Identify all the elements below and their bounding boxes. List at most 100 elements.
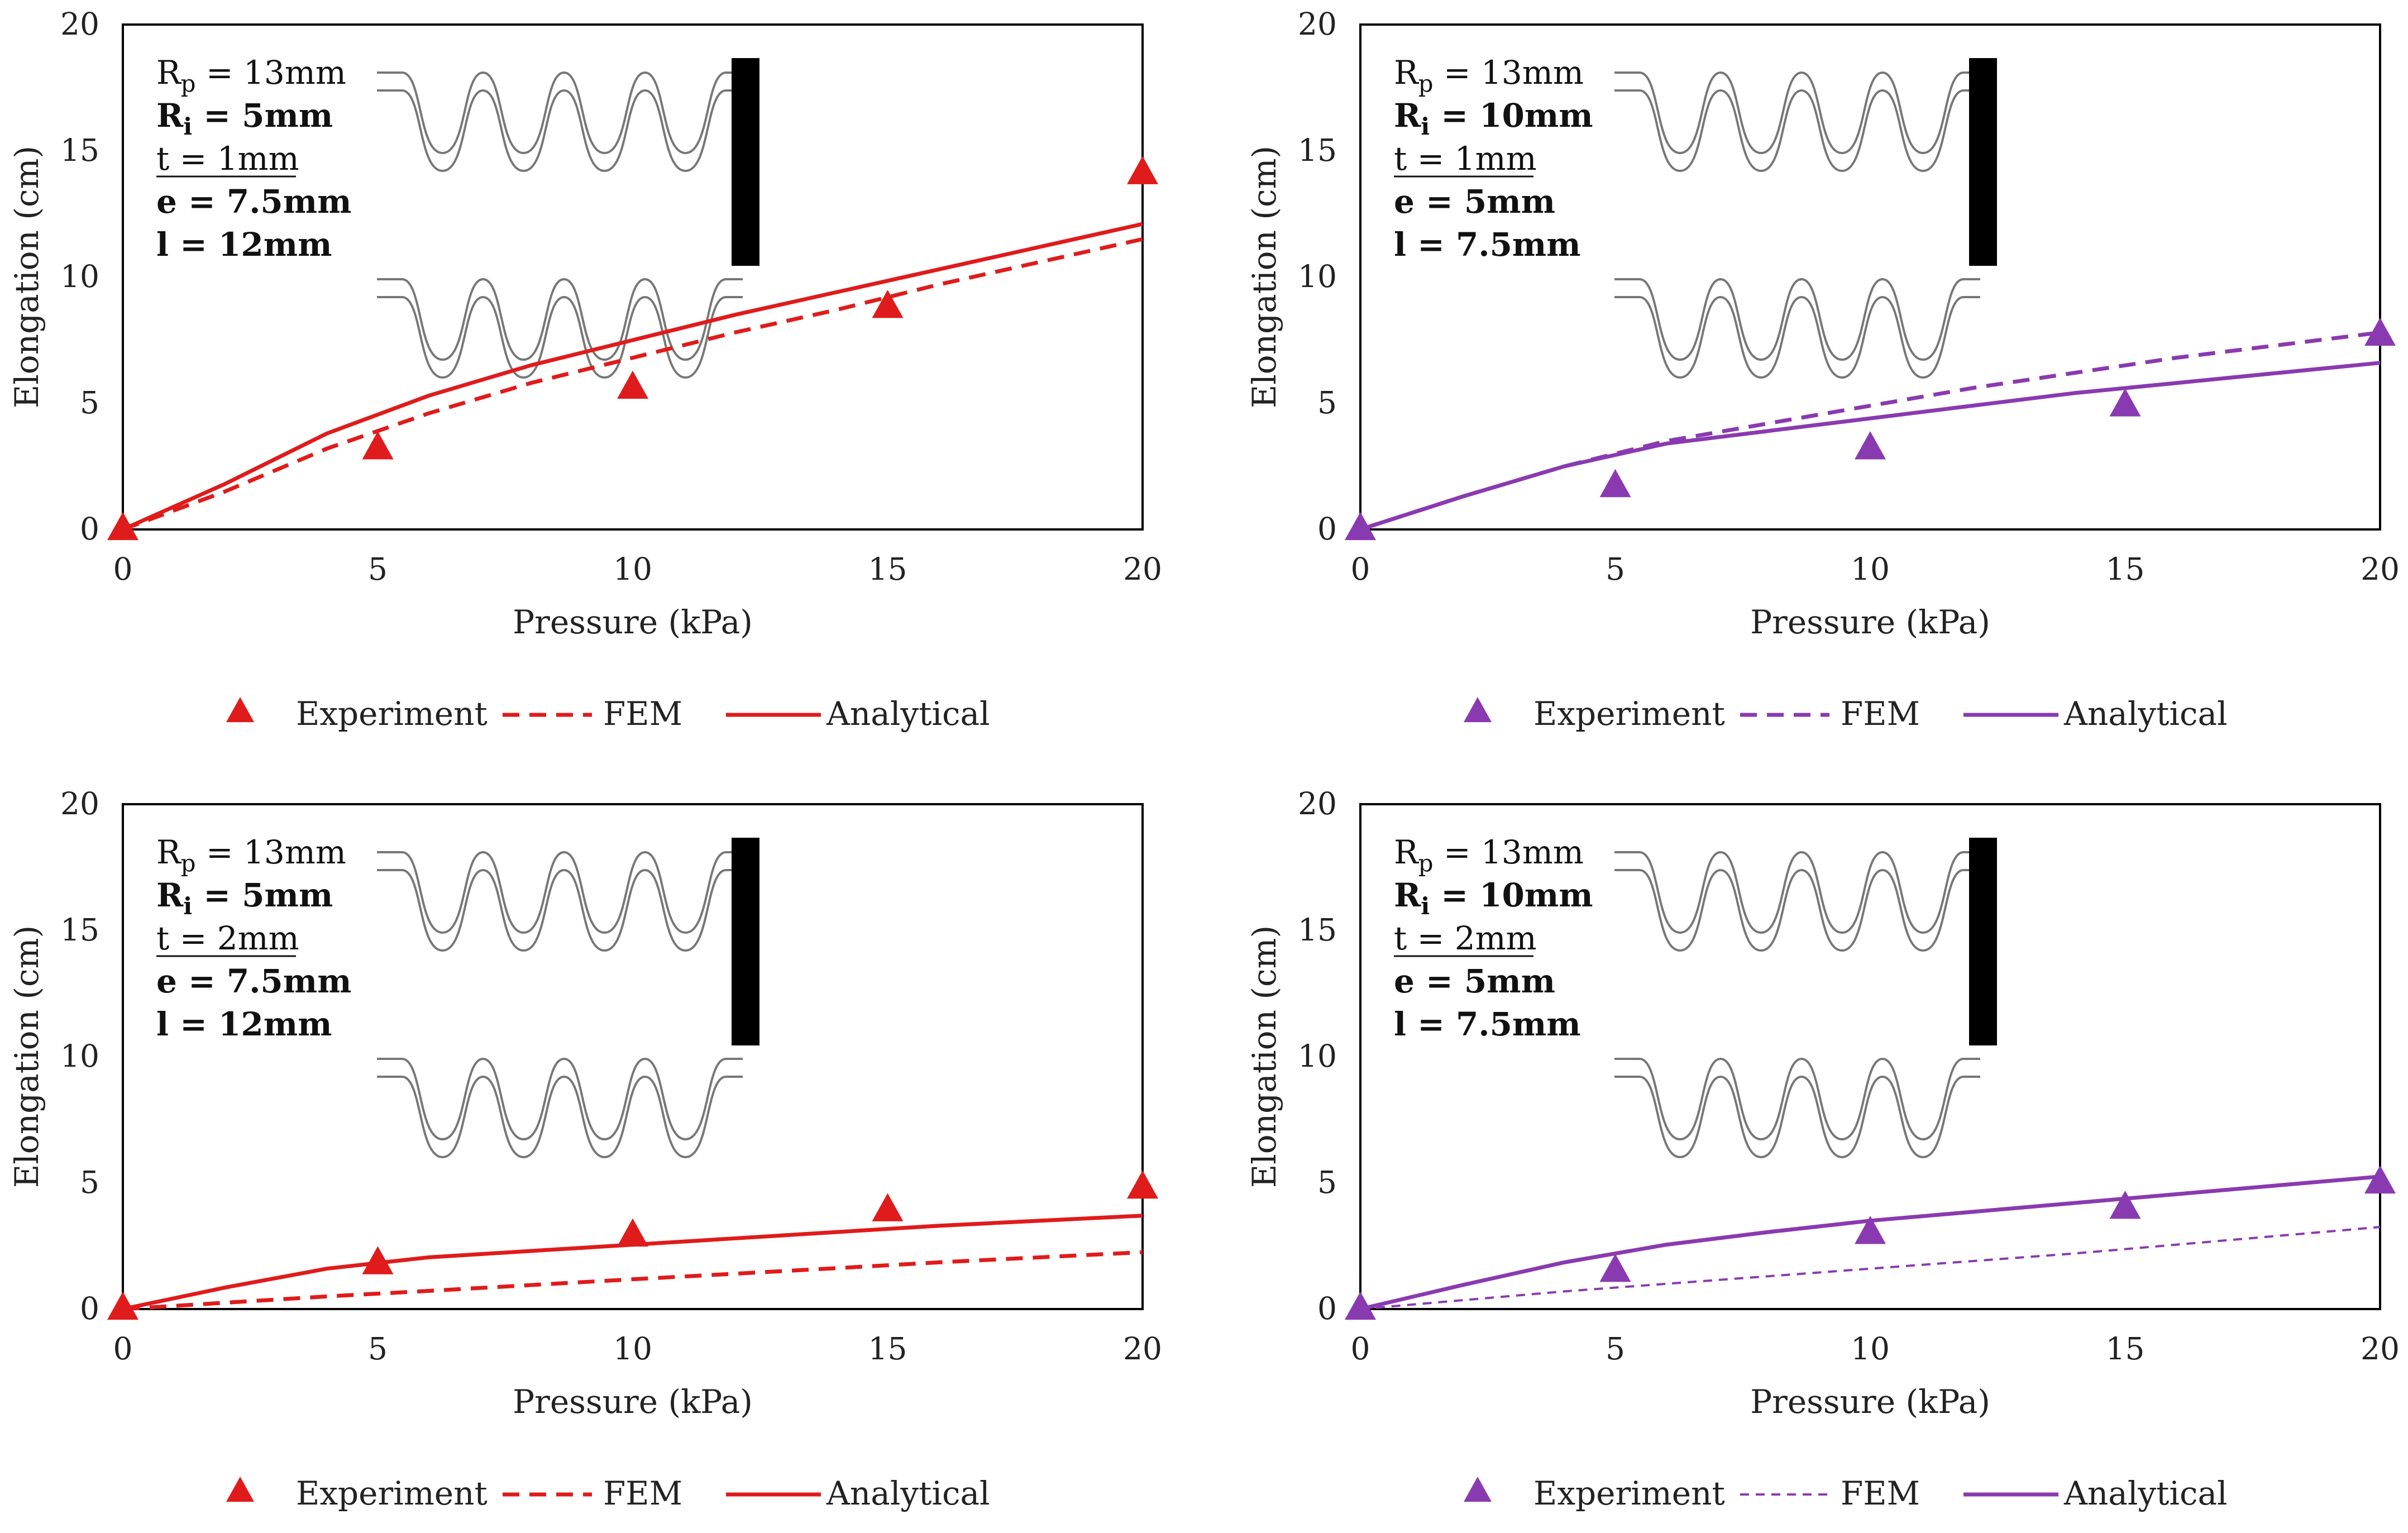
legend: Experiment FEM Analytical: [226, 695, 990, 733]
parameter-text: R: [1394, 54, 1420, 92]
parameter-text: l = 7.5mm: [1394, 1005, 1581, 1043]
experiment-marker: [1599, 469, 1631, 498]
end-cap: [732, 838, 759, 1045]
x-tick-label: 15: [868, 551, 907, 587]
parameter-subscript: p: [181, 70, 196, 97]
x-tick-label: 10: [1851, 1331, 1890, 1367]
parameter-text: l = 12mm: [156, 1005, 332, 1043]
experiment-marker: [1599, 1253, 1631, 1282]
y-axis-label: Elongation (cm): [8, 146, 46, 408]
fem-line: [1360, 1226, 2381, 1310]
plot-frame: [1359, 23, 2381, 531]
bellows-wall: [377, 851, 743, 934]
x-tick-label: 20: [1123, 551, 1162, 587]
x-tick-label: 10: [613, 1331, 652, 1367]
x-tick-label: 0: [113, 1331, 133, 1367]
plot-frame: [122, 803, 1144, 1310]
parameter-subscript: i: [183, 113, 192, 140]
parameter-value: = 10mm: [1430, 876, 1593, 914]
parameter-text: l = 12mm: [156, 226, 332, 264]
parameter-value: = 10mm: [1430, 97, 1593, 135]
legend-experiment-marker: [1464, 697, 1492, 723]
bellows-wall: [1614, 851, 1980, 934]
parameter-text: R: [1394, 833, 1420, 871]
legend-analytical-label: Analytical: [2063, 1474, 2228, 1512]
y-tick-label: 5: [80, 385, 99, 421]
parameter-line: Rp = 13mm: [1394, 833, 1584, 877]
bellows-wall: [377, 295, 743, 379]
y-tick-label: 0: [1317, 1291, 1337, 1326]
parameter-value: = 5mm: [192, 876, 333, 914]
parameter-subscript: p: [181, 849, 196, 877]
x-tick-label: 0: [1351, 551, 1370, 587]
parameter-line: t = 1mm: [156, 140, 299, 178]
fem-line: [122, 1250, 1143, 1311]
experiment-marker: [617, 370, 648, 399]
bellows-schematic: [1614, 838, 1997, 1159]
experiment-marker: [1127, 1170, 1158, 1199]
parameter-line: e = 7.5mm: [156, 183, 352, 221]
parameter-line: e = 5mm: [1394, 962, 1555, 1000]
parameter-text: R: [156, 876, 184, 914]
legend-analytical-label: Analytical: [2063, 695, 2228, 733]
legend-experiment-marker: [226, 697, 254, 723]
parameter-line: l = 7.5mm: [1394, 1005, 1581, 1043]
chart-top-right: 0 5 10 15 20 0 5 10 15 20 Pressure (kPa) Elongation…: [1245, 6, 2400, 733]
analytical-line: [122, 1214, 1143, 1311]
y-tick-label: 0: [80, 511, 99, 547]
y-tick-label: 15: [1298, 132, 1337, 168]
experiment-marker: [362, 1246, 394, 1274]
y-tick-label: 0: [1317, 511, 1337, 547]
legend-experiment-label: Experiment: [296, 1474, 488, 1512]
experiment-marker: [2364, 1165, 2396, 1194]
bellows-wall: [1614, 295, 1980, 379]
y-tick-label: 20: [1298, 786, 1337, 822]
bellows-wall: [377, 1057, 743, 1141]
parameter-value: = 5mm: [192, 97, 333, 135]
bellows-wall: [377, 868, 743, 952]
x-axis-label: Pressure (kPa): [513, 603, 753, 641]
parameter-subscript: p: [1418, 70, 1434, 97]
chart-bottom-left: 0 5 10 15 20 0 5 10 15 20 Pressure (kPa) Elongation…: [8, 786, 1162, 1512]
bellows-wall: [1614, 71, 1980, 155]
legend: Experiment FEM Analytical: [1464, 695, 2228, 733]
parameter-text: e = 5mm: [1394, 183, 1555, 221]
y-tick-label: 10: [60, 259, 99, 294]
parameter-subscript: i: [183, 892, 192, 920]
y-tick-label: 20: [1298, 6, 1337, 42]
x-axis-label: Pressure (kPa): [1750, 1383, 1990, 1421]
x-tick-label: 5: [1606, 1331, 1625, 1367]
parameter-value: = 13mm: [1434, 54, 1584, 92]
parameter-subscript: i: [1421, 892, 1430, 920]
parameter-text: t = 1mm: [1394, 140, 1537, 178]
parameter-value: = 13mm: [1434, 833, 1584, 871]
end-cap: [1969, 58, 1997, 266]
analytical-line: [1360, 1174, 2381, 1311]
y-tick-label: 15: [1298, 912, 1337, 948]
x-tick-label: 5: [1606, 551, 1625, 587]
x-axis-label: Pressure (kPa): [1750, 603, 1990, 641]
parameter-text: R: [1394, 97, 1421, 135]
y-axis-label: Elongation (cm): [1245, 925, 1283, 1188]
chart-top-left: 0 5 10 15 20 0 5 10 15 20 Pressure (kPa) Elongation…: [8, 6, 1162, 733]
legend-fem-label: FEM: [1841, 695, 1920, 733]
y-axis-label: Elongation (cm): [1245, 146, 1283, 408]
y-tick-label: 15: [60, 912, 99, 948]
fem-line: [1359, 330, 2381, 532]
legend-experiment-marker: [1464, 1477, 1492, 1502]
parameter-subscript: i: [1421, 113, 1430, 140]
y-tick-label: 5: [80, 1164, 99, 1200]
parameter-line: Rp = 13mm: [1394, 54, 1584, 97]
parameter-line: Rp = 13mm: [156, 54, 346, 97]
fem-line: [122, 237, 1143, 532]
bellows-wall: [1614, 278, 1980, 361]
parameter-line: Ri = 10mm: [1394, 876, 1593, 920]
x-tick-label: 20: [2361, 551, 2400, 587]
parameter-line: Ri = 10mm: [1394, 97, 1593, 140]
x-axis-label: Pressure (kPa): [513, 1383, 753, 1421]
experiment-marker: [2364, 317, 2396, 346]
experiment-marker: [2109, 1190, 2141, 1219]
parameter-line: e = 7.5mm: [156, 962, 352, 1000]
